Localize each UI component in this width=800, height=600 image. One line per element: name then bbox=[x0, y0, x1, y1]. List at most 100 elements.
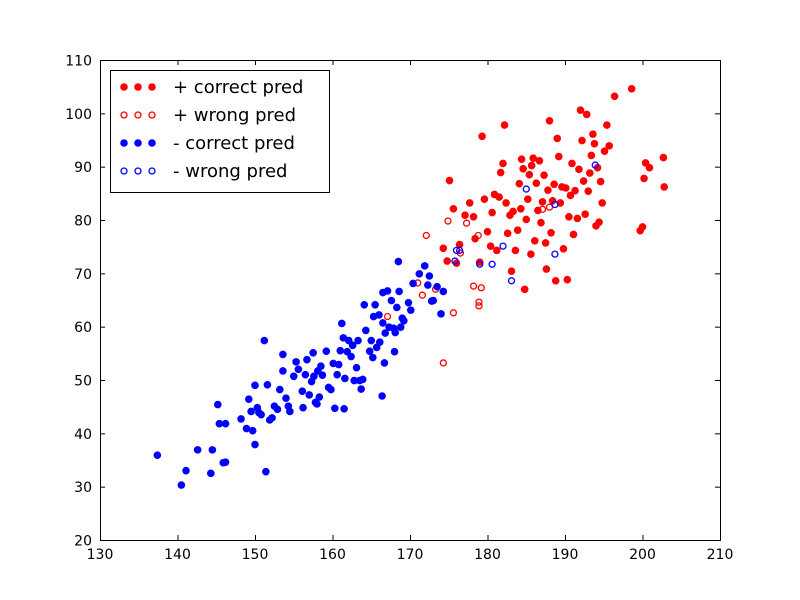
y-tick-label: 30 bbox=[74, 480, 92, 496]
plot-area-frame bbox=[100, 60, 721, 541]
data-point bbox=[527, 250, 535, 258]
x-tick-label: 140 bbox=[164, 547, 191, 563]
data-point bbox=[347, 352, 355, 361]
data-point bbox=[378, 392, 386, 400]
data-point bbox=[578, 136, 586, 145]
data-point bbox=[275, 385, 284, 394]
data-point bbox=[537, 218, 545, 227]
data-point bbox=[409, 279, 417, 288]
series-2 bbox=[153, 257, 448, 489]
data-point bbox=[541, 239, 550, 247]
data-point bbox=[439, 287, 448, 296]
data-point bbox=[585, 169, 594, 177]
data-point bbox=[519, 165, 527, 173]
x-tick-label: 200 bbox=[629, 547, 656, 563]
data-point bbox=[358, 375, 367, 384]
data-point bbox=[495, 193, 503, 201]
y-tick-label: 50 bbox=[74, 374, 92, 390]
data-point bbox=[303, 355, 311, 364]
data-point bbox=[379, 319, 387, 327]
data-point bbox=[520, 285, 529, 294]
data-point bbox=[478, 132, 486, 141]
data-point bbox=[368, 353, 377, 362]
data-point bbox=[566, 191, 575, 200]
data-point bbox=[480, 195, 489, 203]
data-point bbox=[511, 246, 520, 255]
data-point bbox=[393, 303, 401, 312]
legend-label: + correct pred bbox=[173, 77, 303, 98]
data-point bbox=[380, 359, 389, 367]
data-point bbox=[318, 371, 327, 380]
data-point bbox=[540, 171, 548, 179]
data-point bbox=[462, 219, 471, 227]
data-point bbox=[221, 419, 230, 428]
data-point bbox=[237, 415, 245, 423]
data-point bbox=[596, 177, 605, 186]
data-point bbox=[582, 110, 591, 119]
data-point bbox=[455, 246, 464, 255]
data-point bbox=[449, 205, 458, 213]
data-point bbox=[499, 242, 507, 250]
data-point bbox=[371, 300, 379, 309]
y-tick-label: 60 bbox=[74, 320, 92, 336]
data-point bbox=[415, 270, 424, 278]
data-point bbox=[383, 287, 392, 295]
data-point bbox=[315, 393, 324, 401]
data-point bbox=[443, 257, 452, 265]
data-point bbox=[248, 426, 257, 435]
data-point bbox=[394, 257, 403, 266]
data-point bbox=[177, 481, 186, 489]
data-point bbox=[251, 381, 259, 390]
data-point bbox=[341, 374, 349, 383]
data-point bbox=[530, 237, 539, 245]
axis-ticks: 130 140 150 160 170 180 190 200 210 20 30 40 50 60 70 8… bbox=[65, 54, 733, 564]
data-point bbox=[659, 153, 668, 162]
data-point bbox=[573, 214, 582, 223]
data-point bbox=[503, 229, 512, 238]
data-point bbox=[208, 446, 217, 454]
data-point bbox=[424, 281, 432, 289]
y-tick-label: 80 bbox=[74, 214, 92, 230]
data-point bbox=[268, 414, 276, 422]
data-point bbox=[476, 260, 484, 268]
data-point bbox=[452, 246, 461, 255]
data-point bbox=[575, 165, 583, 174]
data-point bbox=[523, 195, 532, 203]
y-tick-label: 20 bbox=[74, 534, 92, 550]
data-point bbox=[322, 347, 331, 356]
data-point bbox=[348, 341, 357, 350]
data-point bbox=[522, 185, 530, 193]
data-point bbox=[517, 205, 525, 213]
data-point bbox=[502, 199, 510, 207]
legend-marker bbox=[148, 83, 156, 91]
data-point bbox=[590, 139, 599, 148]
data-point bbox=[310, 372, 318, 381]
data-point bbox=[563, 275, 572, 284]
y-tick-label: 40 bbox=[74, 427, 92, 443]
data-point bbox=[439, 244, 448, 253]
data-point bbox=[584, 187, 593, 195]
data-point bbox=[515, 179, 524, 188]
series-3 bbox=[451, 161, 599, 285]
x-tick-label: 180 bbox=[474, 547, 501, 563]
data-point bbox=[337, 319, 346, 328]
data-point bbox=[327, 385, 335, 394]
data-point bbox=[360, 300, 369, 309]
data-point bbox=[301, 370, 310, 379]
data-point bbox=[282, 394, 290, 402]
legend-marker bbox=[148, 111, 156, 119]
data-point bbox=[451, 257, 459, 265]
data-point bbox=[509, 207, 517, 216]
data-point bbox=[548, 197, 557, 205]
x-tick-label: 210 bbox=[707, 547, 734, 563]
data-point bbox=[375, 311, 383, 319]
data-point bbox=[286, 407, 294, 416]
data-point bbox=[513, 226, 522, 234]
data-point bbox=[589, 130, 597, 138]
data-point bbox=[645, 163, 654, 172]
data-point bbox=[153, 451, 162, 460]
data-point bbox=[396, 323, 405, 332]
data-point bbox=[245, 395, 253, 404]
data-point bbox=[660, 183, 669, 191]
x-tick-label: 150 bbox=[242, 547, 269, 563]
